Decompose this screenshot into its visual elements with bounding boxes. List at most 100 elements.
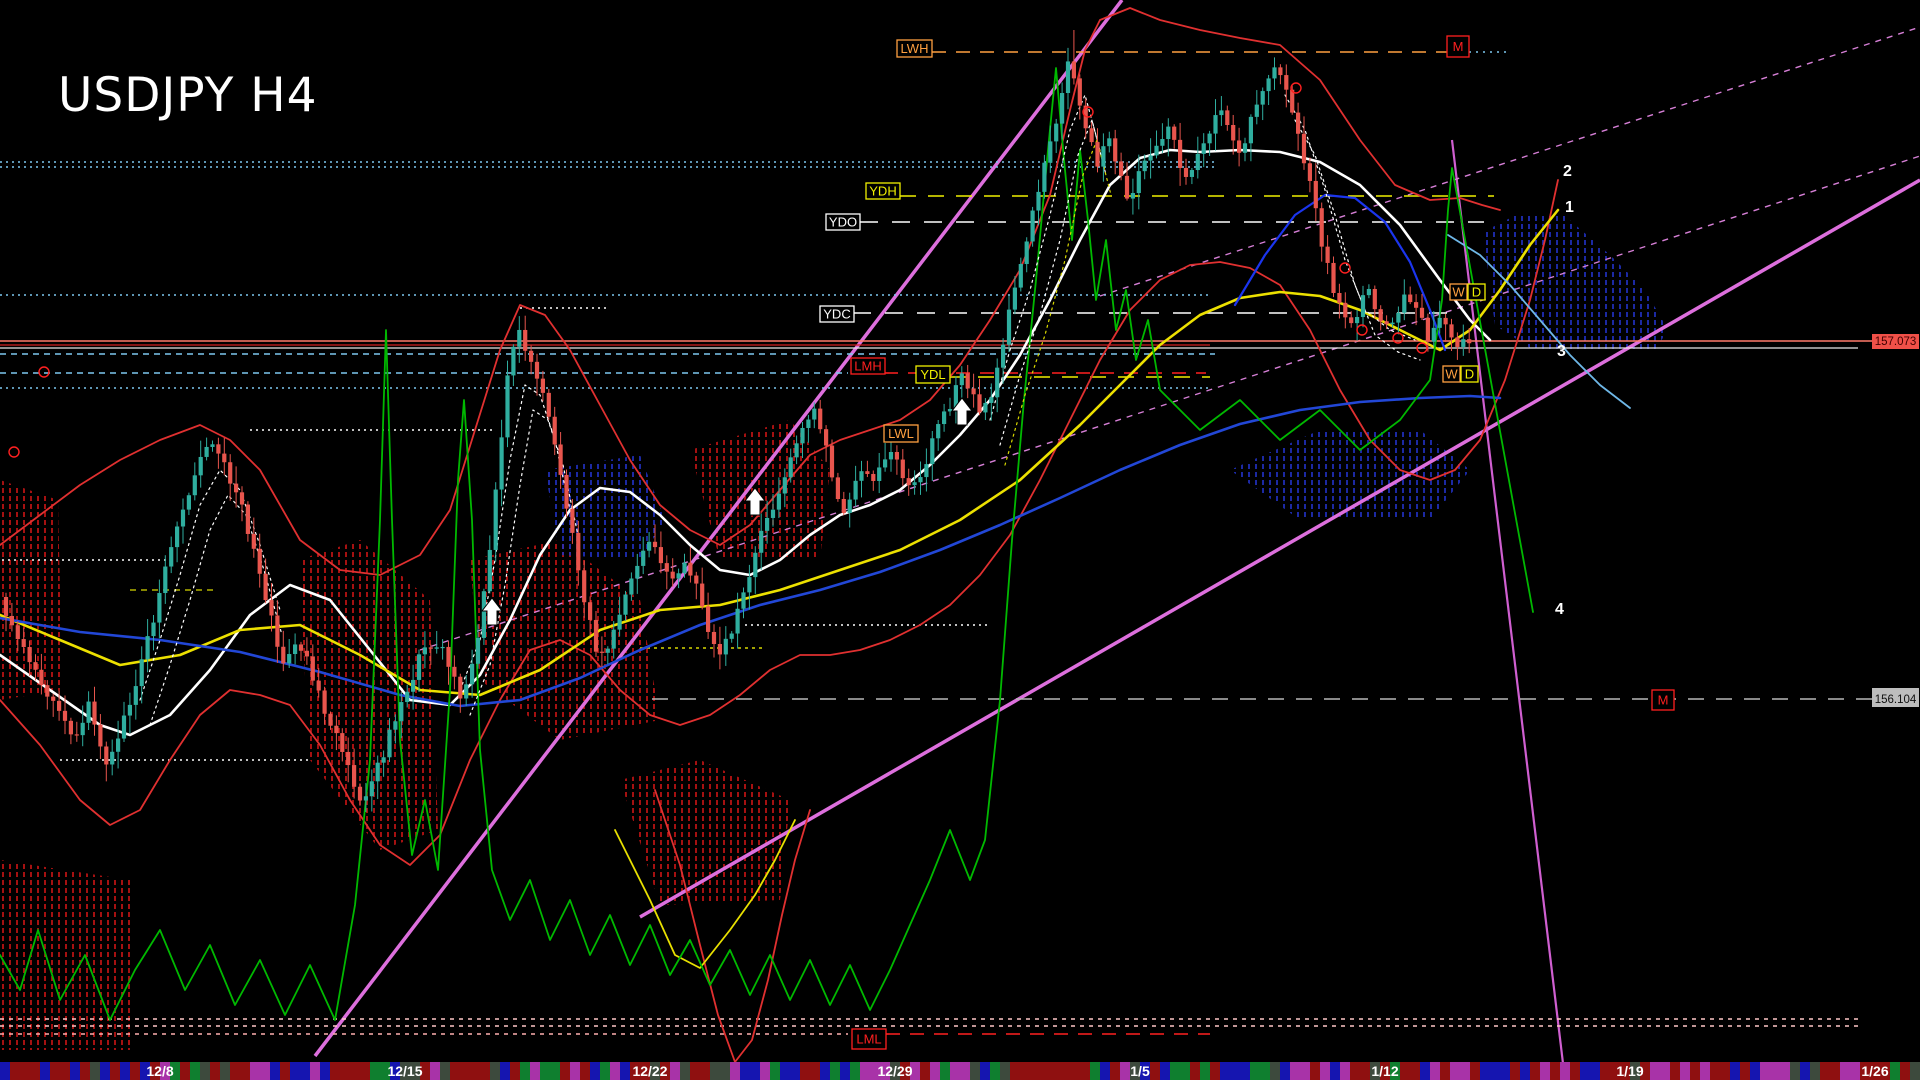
label-lwh: LWH xyxy=(896,39,933,58)
period-cell xyxy=(1270,1062,1280,1080)
candle-body xyxy=(298,644,304,651)
candle-body xyxy=(416,654,422,680)
period-cell xyxy=(1450,1062,1460,1080)
candle-body xyxy=(995,367,1000,398)
candle-body xyxy=(1130,193,1135,199)
period-cell xyxy=(800,1062,810,1080)
period-cell xyxy=(760,1062,770,1080)
candle-body xyxy=(1207,133,1212,144)
svg-text:YDH: YDH xyxy=(869,184,896,199)
period-cell xyxy=(810,1062,820,1080)
candle-body xyxy=(1183,167,1189,177)
candle-body xyxy=(546,392,551,417)
candle-body xyxy=(239,492,245,505)
candle-body xyxy=(1201,143,1206,154)
period-cell xyxy=(1660,1062,1670,1080)
candle-body xyxy=(818,408,823,430)
candle-body xyxy=(759,530,764,553)
period-cell xyxy=(1390,1062,1400,1080)
period-cell xyxy=(750,1062,760,1080)
candle-body xyxy=(263,573,268,601)
candle-body xyxy=(475,637,481,664)
period-cell xyxy=(1910,1062,1920,1080)
candle-body xyxy=(1467,339,1472,344)
period-cell xyxy=(620,1062,630,1080)
ribbon-dotted-2b xyxy=(469,409,579,716)
skyblue-senkou xyxy=(1447,234,1631,409)
label-w-2: W xyxy=(1442,365,1461,383)
period-cell xyxy=(1230,1062,1240,1080)
label-ydc: YDC xyxy=(819,305,855,323)
period-cell xyxy=(1890,1062,1900,1080)
period-cell xyxy=(730,1062,740,1080)
candle-body xyxy=(74,734,79,736)
up-arrow-3 xyxy=(950,397,974,426)
label-d-2: D xyxy=(1460,365,1479,383)
candle-body xyxy=(1006,309,1012,345)
period-cell xyxy=(1060,1062,1070,1080)
period-cell xyxy=(1220,1062,1230,1080)
candle-body xyxy=(635,565,640,579)
candle-body xyxy=(706,606,711,632)
period-cell xyxy=(240,1062,250,1080)
candle-body xyxy=(440,646,445,649)
date-axis-label: 1/5 xyxy=(1130,1063,1150,1079)
candle-body xyxy=(1290,89,1295,113)
candle-body xyxy=(1266,78,1271,92)
period-cell xyxy=(1530,1062,1540,1080)
period-cell xyxy=(50,1062,60,1080)
period-cell xyxy=(650,1062,660,1080)
period-cell xyxy=(1040,1062,1050,1080)
period-cell xyxy=(680,1062,690,1080)
candle-body xyxy=(192,475,197,496)
candle-body xyxy=(529,350,534,362)
period-cell xyxy=(1670,1062,1680,1080)
svg-text:W: W xyxy=(1452,285,1465,300)
period-cell xyxy=(1260,1062,1270,1080)
period-cell xyxy=(1210,1062,1220,1080)
period-cell xyxy=(1140,1062,1150,1080)
period-cell xyxy=(320,1062,330,1080)
period-cell xyxy=(960,1062,970,1080)
period-cell xyxy=(710,1062,720,1080)
candle-body xyxy=(1154,145,1159,156)
svg-text:LWL: LWL xyxy=(888,426,914,441)
period-cell xyxy=(440,1062,450,1080)
period-cell xyxy=(1360,1062,1370,1080)
candle-body xyxy=(1024,241,1029,265)
period-cell xyxy=(1850,1062,1860,1080)
candle-body xyxy=(906,478,911,486)
channel-main xyxy=(313,0,1124,1058)
candle-body xyxy=(829,445,835,478)
candle-body xyxy=(411,679,416,692)
candle-body xyxy=(1018,264,1023,288)
candle-body xyxy=(257,548,262,574)
candle-body xyxy=(853,480,858,500)
period-cell xyxy=(850,1062,860,1080)
period-cell xyxy=(1030,1062,1040,1080)
candle-body xyxy=(1237,140,1242,153)
candle-body xyxy=(540,378,545,393)
signal-circle-marker xyxy=(1392,332,1404,344)
candle-body xyxy=(511,346,516,376)
period-cell xyxy=(1020,1062,1030,1080)
candle-body xyxy=(322,690,327,714)
signal-circle-marker xyxy=(1356,324,1368,336)
date-axis-label: 12/29 xyxy=(877,1063,912,1079)
line-end-2: 2 xyxy=(1563,163,1572,180)
candle-body xyxy=(287,654,292,664)
candle-body xyxy=(711,631,717,645)
candle-body xyxy=(765,517,770,531)
period-cell xyxy=(1860,1062,1870,1080)
period-cell xyxy=(1370,1062,1380,1080)
period-cell xyxy=(860,1062,870,1080)
candle-body xyxy=(806,419,811,428)
candle-body xyxy=(894,452,899,460)
period-cell xyxy=(1290,1062,1300,1080)
candle-body xyxy=(1065,61,1071,94)
period-cell xyxy=(80,1062,90,1080)
candle-body xyxy=(800,427,805,444)
period-cell xyxy=(1300,1062,1310,1080)
candle-body xyxy=(234,483,239,493)
candle-body xyxy=(1319,208,1324,247)
